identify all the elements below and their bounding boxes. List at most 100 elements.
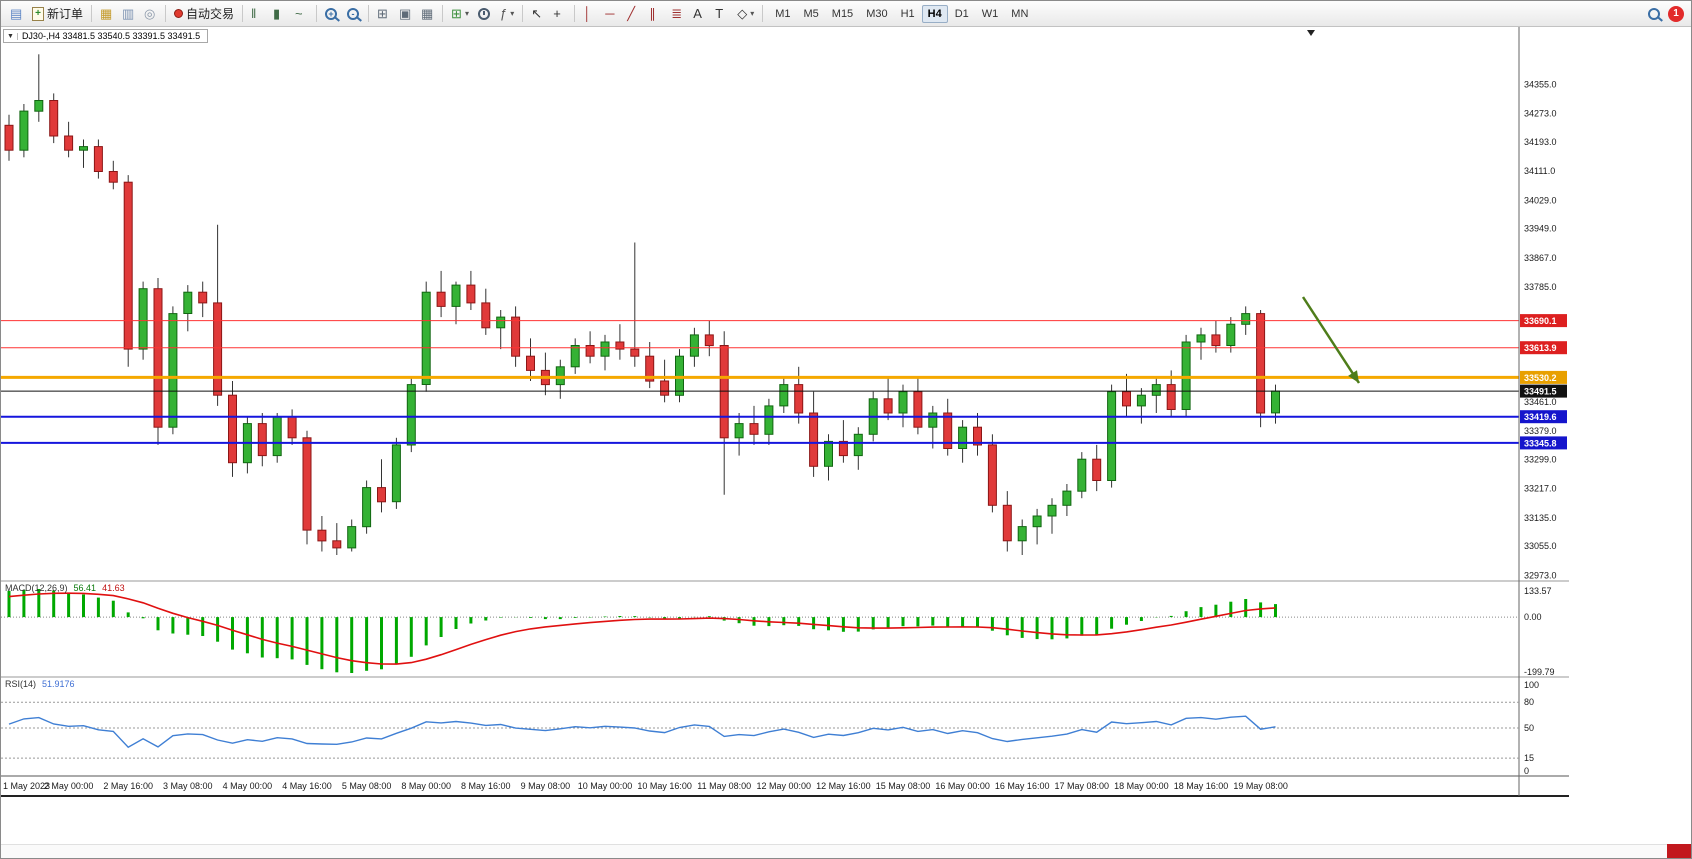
autotrade-button bbox=[174, 9, 184, 18]
timeframe-M5[interactable]: M5 bbox=[798, 5, 825, 23]
rsi-axis-label: 100 bbox=[1524, 680, 1539, 690]
price-level-badge bbox=[1520, 341, 1567, 355]
chart-menu-icon[interactable]: ▼ bbox=[6, 32, 18, 40]
bull-candle bbox=[1136, 394, 1146, 407]
price-level-badge bbox=[1520, 370, 1567, 384]
time-axis-label: 19 May 08:00 bbox=[1233, 781, 1288, 791]
bull-candle bbox=[824, 440, 833, 467]
navigator-icon-button[interactable]: ◎ bbox=[140, 3, 161, 24]
price-badge-text: 33613.9 bbox=[1524, 343, 1557, 353]
price-axis-label: 33379.0 bbox=[1524, 426, 1557, 436]
cascade-windows-icon-button[interactable]: ▣ bbox=[395, 3, 416, 24]
bear-candle bbox=[749, 423, 759, 435]
bull-candle bbox=[734, 423, 744, 439]
time-axis-label: 8 May 16:00 bbox=[461, 781, 511, 791]
timeframe-M15[interactable]: M15 bbox=[826, 5, 859, 23]
search-icon-button[interactable] bbox=[1644, 3, 1665, 24]
timeframe-MN[interactable]: MN bbox=[1005, 5, 1034, 23]
chart-title-tab[interactable]: ▼ DJ30-,H4 33481.5 33540.5 33391.5 33491… bbox=[3, 29, 209, 43]
price-axis-label: 33949.0 bbox=[1524, 224, 1557, 234]
bar-chart-icon-button[interactable]: ‖ bbox=[247, 3, 268, 24]
new-order-button[interactable]: + 新订单 bbox=[28, 3, 87, 24]
chart-shift-marker-icon[interactable] bbox=[1307, 30, 1315, 36]
bull-candle bbox=[600, 341, 610, 357]
bear-candle bbox=[883, 398, 893, 414]
time-axis-label: 5 May 08:00 bbox=[342, 781, 392, 791]
bear-candle bbox=[526, 355, 535, 371]
arrange-windows-icon-button[interactable]: ▦ bbox=[417, 3, 438, 24]
bull-candle bbox=[958, 426, 968, 450]
macd-indicator-label: MACD(12,26,9) 56.41 41.63 bbox=[5, 583, 125, 593]
bear-candle bbox=[332, 540, 342, 549]
bear-candle bbox=[1256, 313, 1266, 414]
bull-candle bbox=[570, 345, 580, 368]
bear-candle bbox=[615, 341, 625, 350]
bull-candle bbox=[391, 444, 401, 503]
notification-badge[interactable]: 1 bbox=[1668, 5, 1684, 22]
candlestick-chart-icon-button[interactable]: ▮ bbox=[269, 3, 290, 24]
price-level-badge bbox=[1520, 314, 1567, 328]
new-chart-icon: ⊞ bbox=[451, 6, 462, 21]
shapes-icon-button[interactable]: ◇ ▾ bbox=[733, 3, 758, 24]
chart-window-icon-button[interactable]: ▤ bbox=[6, 3, 27, 24]
tile-windows-icon-button[interactable]: ⊞ bbox=[373, 3, 394, 24]
toolbar-divider bbox=[316, 5, 318, 22]
text-label-icon-button[interactable]: T bbox=[711, 3, 732, 24]
bear-candle bbox=[108, 171, 118, 183]
price-axis-label: 33461.0 bbox=[1524, 397, 1557, 407]
bear-candle bbox=[809, 412, 819, 467]
timeframe-D1[interactable]: D1 bbox=[949, 5, 975, 23]
new-chart-icon-button[interactable]: ⊞ ▾ bbox=[447, 3, 473, 24]
bear-candle bbox=[4, 124, 14, 151]
data-window-icon: ▥ bbox=[122, 6, 135, 21]
timeframe-M30[interactable]: M30 bbox=[860, 5, 893, 23]
trendline-icon-button[interactable]: ╱ bbox=[623, 3, 644, 24]
chart-canvas[interactable]: 34355.0 34273.0 34193.0 34111.0 34029.0 33949… bbox=[1, 27, 1569, 797]
dropdown-caret-icon: ▾ bbox=[750, 9, 755, 18]
rsi-axis-label: 15 bbox=[1524, 753, 1534, 763]
market-watch-icon-button[interactable]: ▦ bbox=[96, 3, 117, 24]
bull-candle bbox=[272, 416, 282, 457]
bear-candle bbox=[481, 302, 491, 329]
price-axis-label: 33055.0 bbox=[1524, 541, 1557, 551]
bear-candle bbox=[93, 146, 103, 172]
trend-arrow[interactable] bbox=[1301, 296, 1361, 384]
channel-icon-button[interactable]: ∥ bbox=[645, 3, 666, 24]
timeframe-H4[interactable]: H4 bbox=[921, 4, 948, 23]
bear-candle bbox=[511, 316, 521, 357]
zoom-in-icon-button[interactable]: + bbox=[321, 3, 342, 24]
price-axis-label: 34029.0 bbox=[1524, 195, 1557, 205]
data-window-icon-button[interactable]: ▥ bbox=[118, 3, 139, 24]
time-axis-label: 1 May 2023 bbox=[3, 781, 50, 791]
rsi-indicator-label: RSI(14) 51.9176 bbox=[5, 679, 75, 689]
horizontal-line-icon-button[interactable]: ─ bbox=[601, 3, 622, 24]
zoom-in-icon: + bbox=[325, 7, 338, 20]
time-axis-label: 17 May 08:00 bbox=[1055, 781, 1110, 791]
dropdown-caret-icon: ▾ bbox=[510, 9, 515, 18]
fibonacci-icon-button[interactable]: ≣ bbox=[667, 3, 688, 24]
shapes-icon: ◇ bbox=[737, 6, 748, 21]
vertical-line-icon-button[interactable]: │ bbox=[579, 3, 600, 24]
line-chart-icon-button[interactable]: ~ bbox=[291, 3, 312, 24]
cursor-icon-button[interactable]: ↖ bbox=[527, 3, 548, 24]
zoom-out-icon-button[interactable]: - bbox=[343, 3, 364, 24]
crosshair-icon-button[interactable]: + bbox=[549, 3, 570, 24]
period-clock-icon-button[interactable] bbox=[474, 3, 495, 24]
bear-candle bbox=[913, 391, 923, 428]
macd-signal-line bbox=[8, 592, 1276, 665]
macd-signal-value: 41.63 bbox=[102, 583, 125, 593]
main-toolbar: ▤ + 新订单 ▦ ▥ ◎ 自动交易 ‖ ▮ ~ + - ⊞ ▣ ▦ ⊞ ▾ ƒ ▾ ↖ + │ ─ ╱ ∥ ≣ A T ◇ ▾ M1 M5 M… bbox=[1, 1, 1691, 27]
bull-candle bbox=[421, 291, 431, 386]
bull-candle bbox=[898, 391, 908, 414]
timeframe-H1[interactable]: H1 bbox=[895, 5, 921, 23]
text-icon-button[interactable]: A bbox=[689, 3, 710, 24]
chart-window-icon: ▤ bbox=[10, 6, 23, 21]
timeframe-W1[interactable]: W1 bbox=[976, 5, 1005, 23]
bear-candle bbox=[123, 181, 133, 350]
time-axis-label: 8 May 00:00 bbox=[401, 781, 451, 791]
price-axis-label: 33785.0 bbox=[1524, 282, 1557, 292]
timeframe-M1[interactable]: M1 bbox=[769, 5, 796, 23]
indicators-icon-button[interactable]: ƒ ▾ bbox=[496, 3, 518, 24]
toolbar-divider bbox=[442, 5, 444, 22]
autotrade-button[interactable]: 自动交易 bbox=[170, 3, 238, 24]
